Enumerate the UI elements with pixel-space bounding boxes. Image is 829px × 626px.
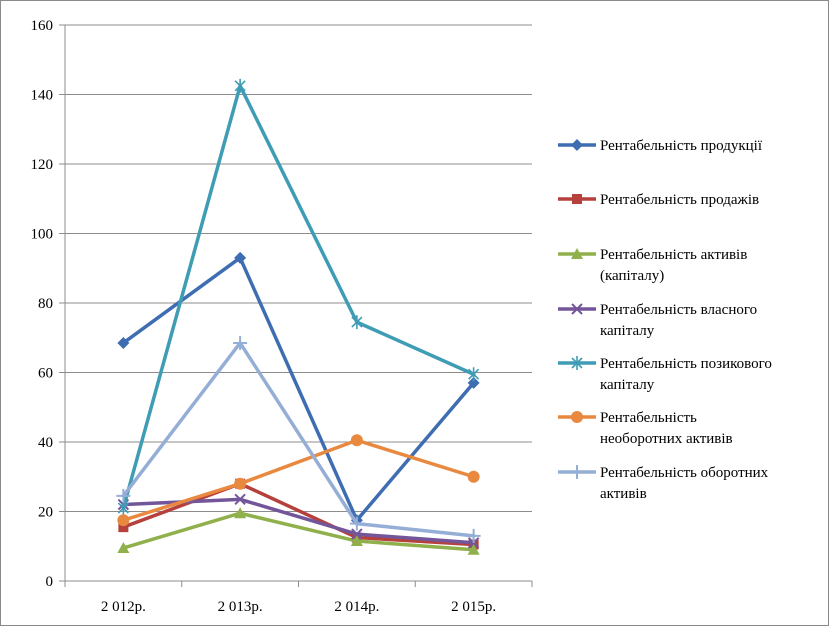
y-tick-label: 0 [46,574,54,590]
legend-label: капіталу [600,323,655,339]
legend-swatch-marker [572,194,582,204]
series-6 [117,434,480,527]
data-point-marker [349,516,364,531]
legend-label: (капіталу) [600,268,664,284]
legend-item: Рентабельність активів (капіталу) [558,247,747,284]
y-tick-label: 120 [31,157,54,173]
y-tick-label: 60 [38,366,53,382]
data-point-marker [234,251,247,264]
x-tick-label: 2 012р. [101,599,146,615]
data-point-marker [117,501,129,516]
series-line [121,438,476,522]
series-5 [117,78,480,516]
x-tick-label: 2 014р. [334,599,379,615]
axes: 0 20 40 60 80 100 120 140 160 2 012р. 2 013р. 2 014… [31,18,533,615]
legend-swatch-marker [571,411,583,423]
y-tick-label: 100 [31,227,54,243]
data-point-marker [467,470,480,483]
x-tick-label: 2 015р. [451,599,496,615]
series-3 [117,507,480,555]
legend-item: Рентабельність власного капіталу [558,302,757,339]
data-point-marker [466,528,481,543]
data-point-marker [467,376,480,389]
series-line [121,481,476,547]
legend-item: Рентабельність продукції [558,138,763,154]
data-point-marker [117,336,130,349]
data-point-marker [234,507,247,519]
legend: Рентабельність продукції Рентабельність п… [558,138,772,502]
data-point-marker [233,335,248,350]
legend-item: Рентабельність продажів [558,192,759,208]
y-tick-label: 140 [31,88,54,104]
legend-swatch-marker [570,465,584,479]
y-tick-label: 80 [38,296,53,312]
legend-label: Рентабельність продукції [600,138,763,154]
legend-label: Рентабельність оборотних [600,465,769,481]
legend-label: необоротних активів [600,431,733,447]
legend-label: Рентабельність [600,410,697,426]
series-lines [116,78,481,555]
y-tick-label: 40 [38,435,53,451]
legend-label: Рентабельність позикового [600,356,772,372]
data-point-marker [117,541,130,553]
data-point-marker [118,522,129,533]
legend-swatch-marker [571,248,583,259]
series-line [121,511,476,552]
data-point-marker [467,543,480,555]
data-point-marker [468,367,480,382]
data-point-marker [350,535,363,547]
data-point-marker [351,528,363,540]
data-point-marker [351,315,363,330]
legend-label: Рентабельність активів [600,247,747,263]
data-point-marker [117,514,130,527]
data-point-marker [234,493,246,506]
legend-swatch-marker [571,303,583,315]
legend-swatch-marker [571,139,583,151]
data-point-marker [234,78,246,93]
series-7 [116,335,481,543]
series-line [121,84,476,510]
legend-label: активів [600,486,647,502]
legend-label: капіталу [600,377,655,393]
y-tick-label: 20 [38,505,53,521]
legend-label: Рентабельність власного [600,302,757,318]
x-tick-label: 2 013р. [218,599,263,615]
data-point-marker [350,434,363,447]
y-tick-label: 160 [31,18,54,34]
series-line [121,341,476,538]
legend-swatch-marker [571,356,583,370]
legend-label: Рентабельність продажів [600,192,759,208]
legend-item: Рентабельність оборотних активів [558,465,769,502]
data-point-marker [116,488,131,503]
legend-item: Рентабельність позикового капіталу [558,356,772,393]
data-point-marker [234,477,247,490]
legend-item: Рентабельність необоротних активів [558,410,733,447]
